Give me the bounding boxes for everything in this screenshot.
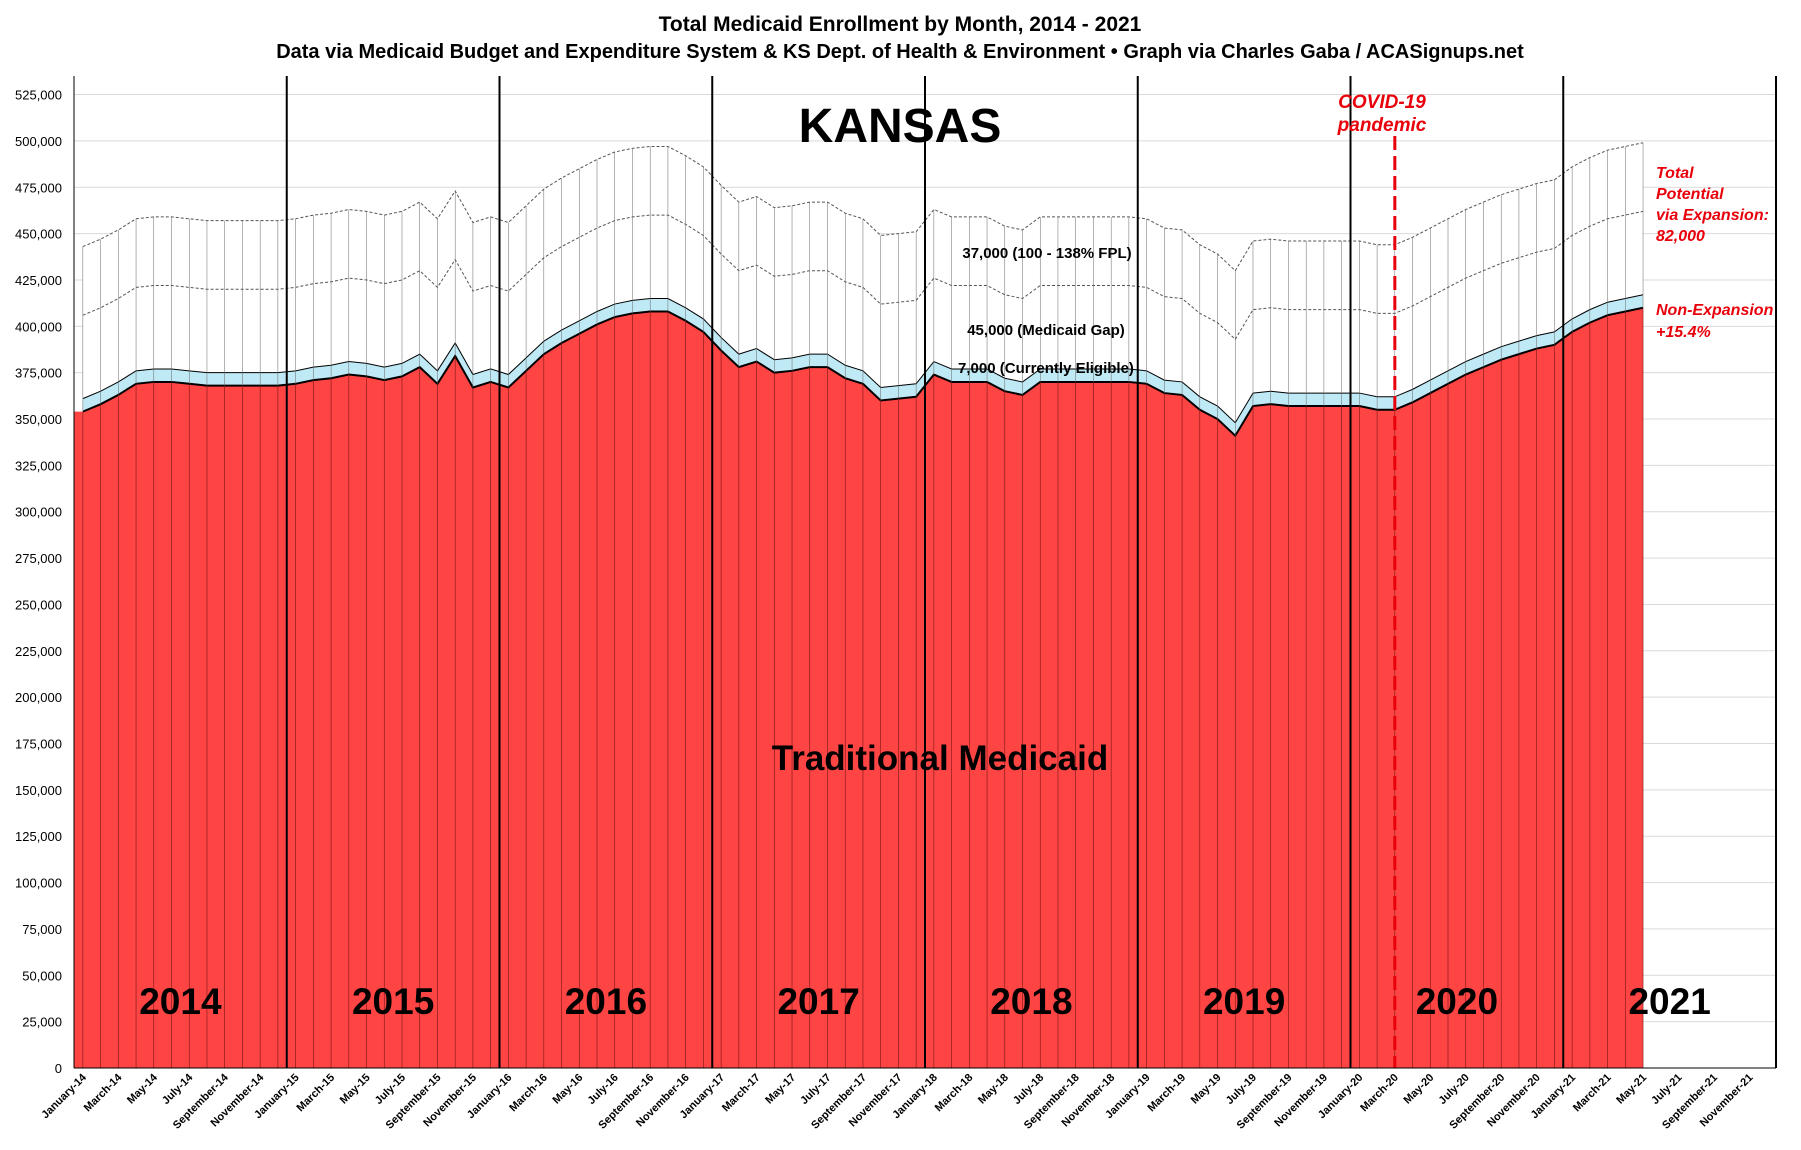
non-expansion-line2: +15.4% [1656, 324, 1711, 341]
y-tick-label: 425,000 [15, 273, 62, 288]
y-tick-label: 225,000 [15, 644, 62, 659]
y-tick-label: 325,000 [15, 458, 62, 473]
y-tick-label: 200,000 [15, 690, 62, 705]
total-potential-line3: via Expansion: [1656, 207, 1769, 224]
year-label-2014: 2014 [139, 981, 222, 1022]
y-tick-label: 525,000 [15, 88, 62, 103]
y-tick-label: 50,000 [22, 968, 62, 983]
y-tick-label: 0 [55, 1061, 62, 1076]
y-tick-label: 250,000 [15, 597, 62, 612]
y-tick-label: 25,000 [22, 1015, 62, 1030]
covid-label-line2: pandemic [1337, 115, 1427, 136]
year-divider-lines [285, 0, 1777, 1068]
fpl-line [82, 142, 1644, 272]
year-label-2021: 2021 [1628, 981, 1710, 1022]
total-potential-line4: 82,000 [1656, 228, 1705, 245]
total-potential-line2: Potential [1656, 186, 1724, 203]
month-divider-lines [82, 142, 1644, 1068]
area-series [74, 142, 1644, 1068]
y-tick-label: 125,000 [15, 829, 62, 844]
y-tick-label: 450,000 [15, 227, 62, 242]
y-tick-label: 175,000 [15, 737, 62, 752]
chart-subtitle: Data via Medicaid Budget and Expenditure… [276, 41, 1524, 63]
title-backdrop [0, 0, 1801, 76]
y-tick-label: 375,000 [15, 366, 62, 381]
year-label-2017: 2017 [777, 981, 859, 1022]
traditional-medicaid-label: Traditional Medicaid [772, 739, 1108, 778]
total-potential-line1: Total [1656, 165, 1694, 182]
y-tick-labels: 0 25,000 50,000 75,000 100,000 125,000 150,000… [15, 88, 62, 1076]
chart-title: Total Medicaid Enrollment by Month, 2014… [659, 13, 1142, 36]
currently-eligible-label: 7,000 (Currently Eligible) [958, 360, 1134, 377]
traditional-medicaid-area [74, 307, 1644, 1068]
y-tick-label: 75,000 [22, 922, 62, 937]
covid-label-line1: COVID-19 [1338, 92, 1426, 113]
state-label: KANSAS [799, 100, 1002, 153]
year-label-2018: 2018 [990, 981, 1072, 1022]
y-tick-label: 350,000 [15, 412, 62, 427]
y-tick-label: 475,000 [15, 180, 62, 195]
year-label-2016: 2016 [565, 981, 647, 1022]
medicaid-gap-label: 45,000 (Medicaid Gap) [967, 322, 1125, 339]
y-tick-label: 400,000 [15, 319, 62, 334]
year-label-2015: 2015 [352, 981, 434, 1022]
year-label-2020: 2020 [1416, 981, 1498, 1022]
y-tick-label: 150,000 [15, 783, 62, 798]
y-tick-label: 300,000 [15, 505, 62, 520]
fpl-label: 37,000 (100 - 138% FPL) [962, 245, 1131, 262]
y-tick-label: 500,000 [15, 134, 62, 149]
y-tick-label: 100,000 [15, 876, 62, 891]
y-tick-label: 275,000 [15, 551, 62, 566]
year-label-2019: 2019 [1203, 981, 1285, 1022]
year-labels: 2014 2015 2016 2017 2018 2019 2020 2021 [139, 981, 1711, 1022]
non-expansion-line1: Non-Expansion [1656, 302, 1774, 319]
axes [73, 76, 1776, 1069]
